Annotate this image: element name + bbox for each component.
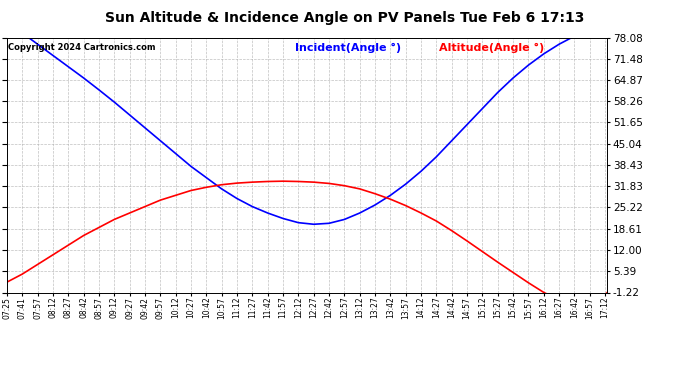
Text: Copyright 2024 Cartronics.com: Copyright 2024 Cartronics.com xyxy=(8,43,155,52)
Text: Altitude(Angle °): Altitude(Angle °) xyxy=(439,43,544,52)
Text: Sun Altitude & Incidence Angle on PV Panels Tue Feb 6 17:13: Sun Altitude & Incidence Angle on PV Pan… xyxy=(106,11,584,25)
Text: Incident(Angle °): Incident(Angle °) xyxy=(295,43,401,52)
